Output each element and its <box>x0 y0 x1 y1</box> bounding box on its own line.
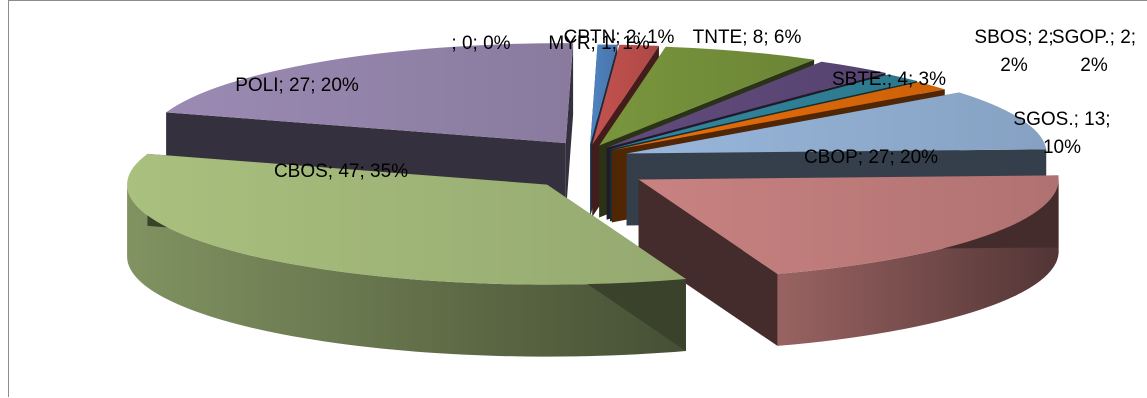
slice-top <box>609 74 918 150</box>
slice-cbop <box>638 175 1059 346</box>
data-label-sbos: SBOS; 2; 2% <box>974 27 1053 76</box>
data-label-myr: MYR; 1; 1% <box>548 33 649 54</box>
slice-top <box>166 43 574 144</box>
slice-wall <box>127 184 686 357</box>
slice-top <box>626 92 1047 154</box>
data-label-cbop: CBOP; 27; 20% <box>804 147 938 168</box>
slice-top <box>638 175 1059 274</box>
slice-wall <box>777 179 1059 346</box>
data-label-sgop: SGOP.; 2; 2% <box>1052 27 1136 76</box>
data-label-blank: ; 0; 0% <box>451 33 510 54</box>
slice-cut-face <box>565 43 574 216</box>
slice-top <box>590 44 618 145</box>
data-label-sgos: SGOS.; 13; 10% <box>1013 109 1110 158</box>
pie-chart: ; 0; 0% MYR; 1; 1%CPTN; 2; 1% TNTE; 8; 6% S… <box>127 27 1136 357</box>
data-label-tnte: TNTE; 8; 6% <box>693 27 802 48</box>
slice-top <box>611 82 945 151</box>
slice-top <box>606 61 886 148</box>
slice-top <box>599 46 815 146</box>
slice-top <box>592 44 659 145</box>
data-label-poli: POLI; 27; 20% <box>235 75 359 96</box>
chart-frame: ; 0; 0% MYR; 1; 1% CPTN; 2; 1% TNTE; 8; 6% S… <box>8 0 1147 397</box>
data-label-cptn: CPTN; 2; 1% <box>564 27 675 48</box>
data-label-cbos: CBOS; 47; 35% <box>274 161 408 182</box>
slice-cut-face <box>638 179 778 346</box>
slice-top <box>127 153 686 285</box>
data-label-sbte: SBTE.; 4; 3% <box>832 69 946 90</box>
slice-cbos <box>127 153 686 357</box>
